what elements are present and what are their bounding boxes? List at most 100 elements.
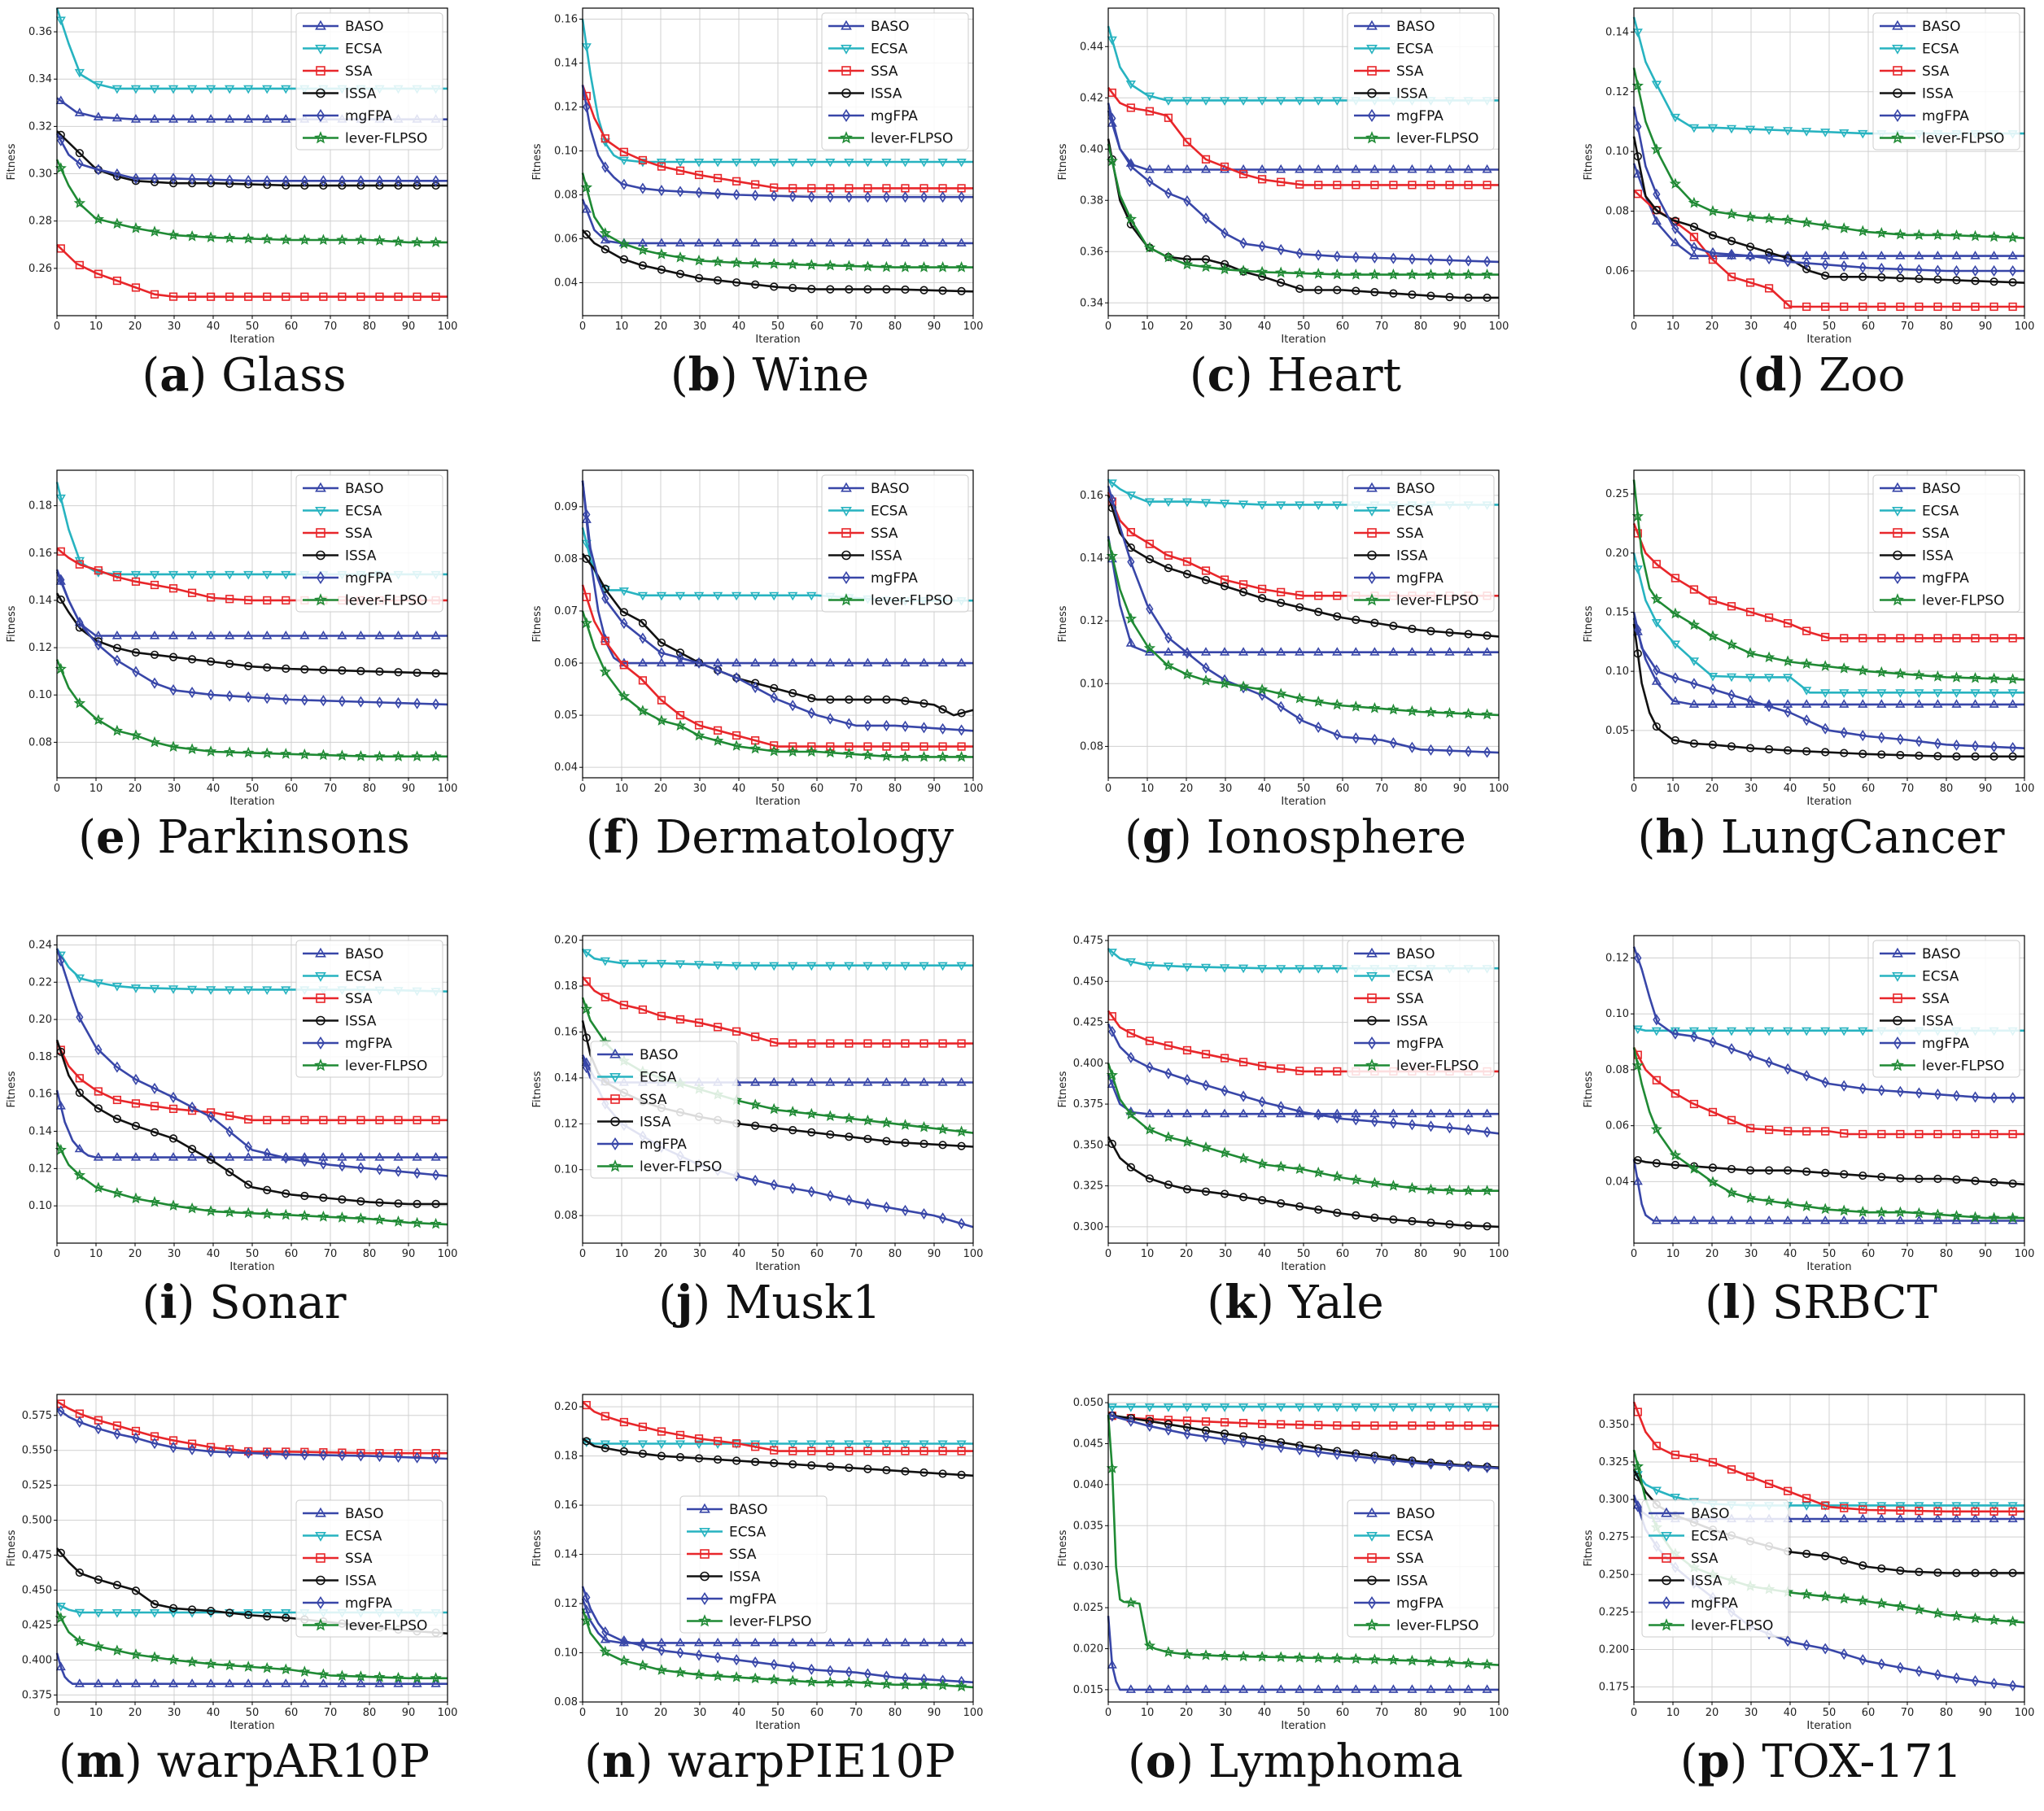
y-tick-label: 0.05 xyxy=(554,709,578,722)
legend-label-ECSA: ECSA xyxy=(1396,969,1434,985)
legend-marker-lever-FLPSO xyxy=(1365,1618,1378,1631)
data-point-BASO xyxy=(693,238,705,247)
data-point-ECSA xyxy=(1107,36,1117,46)
data-point-ECSA xyxy=(1895,689,1906,698)
data-point-SSA xyxy=(1483,181,1492,190)
legend-label-mgFPA: mgFPA xyxy=(1691,1595,1738,1612)
data-point-ECSA xyxy=(806,1440,817,1449)
data-point-ECSA xyxy=(750,591,761,601)
data-point-BASO xyxy=(299,630,310,639)
y-axis-label: Fitness xyxy=(1057,143,1069,180)
data-point-lever-FLPSO xyxy=(1406,268,1418,280)
x-tick-label: 80 xyxy=(363,783,377,795)
data-point-mgFPA xyxy=(169,684,177,696)
y-tick-label: 0.06 xyxy=(554,233,578,246)
data-point-ISSA xyxy=(1145,1174,1154,1183)
data-point-SSA xyxy=(1933,302,1942,312)
data-point-SSA xyxy=(394,292,403,301)
data-point-lever-FLPSO xyxy=(1143,241,1156,253)
legend-label-lever-FLPSO: lever-FLPSO xyxy=(871,131,953,147)
data-point-BASO xyxy=(55,1661,66,1671)
data-point-BASO xyxy=(93,1678,103,1687)
data-point-ECSA xyxy=(1276,965,1286,974)
y-axis-label: Fitness xyxy=(6,143,18,180)
data-point-BASO xyxy=(675,1637,686,1647)
data-point-ECSA xyxy=(1651,1027,1662,1036)
legend-marker-SSA xyxy=(1367,1553,1377,1563)
data-point-ISSA xyxy=(187,655,197,664)
data-point-SSA xyxy=(1689,1453,1699,1462)
y-tick-label: 0.10 xyxy=(554,1647,578,1660)
y-tick-label: 0.42 xyxy=(1080,92,1103,104)
data-point-lever-FLPSO xyxy=(862,1677,874,1688)
y-tick-label: 0.040 xyxy=(1073,1479,1103,1491)
data-point-ECSA xyxy=(919,1440,929,1449)
data-point-lever-FLPSO xyxy=(336,749,348,761)
data-point-SSA xyxy=(94,566,103,575)
legend-marker-BASO xyxy=(1366,1507,1378,1517)
data-point-BASO xyxy=(1219,164,1230,173)
data-point-mgFPA xyxy=(94,164,103,176)
data-point-ISSA xyxy=(244,1610,253,1620)
data-point-SSA xyxy=(1145,1036,1154,1045)
legend-marker-BASO xyxy=(1892,947,1903,958)
data-point-lever-FLPSO xyxy=(1425,1655,1437,1667)
x-tick-label: 90 xyxy=(402,321,416,333)
data-point-BASO xyxy=(1107,1660,1117,1669)
data-point-BASO xyxy=(1726,699,1737,708)
data-point-mgFPA xyxy=(1221,1084,1229,1097)
chart-panel-n: 0 10 20 30 40 50 60 70 80 90 1000.080.100.120.140.… xyxy=(531,1394,983,1788)
data-point-mgFPA xyxy=(300,1449,308,1461)
data-point-ISSA xyxy=(882,1137,891,1146)
data-point-ISSA xyxy=(938,1141,947,1150)
legend-label-SSA: SSA xyxy=(345,991,373,1007)
data-point-ISSA xyxy=(1277,1438,1286,1447)
data-point-ECSA xyxy=(1951,689,1962,698)
data-point-SSA xyxy=(751,180,760,189)
data-point-SSA xyxy=(1182,557,1192,566)
data-point-mgFPA xyxy=(695,657,703,669)
data-point-lever-FLPSO xyxy=(1162,659,1175,671)
legend-marker-BASO xyxy=(1661,1507,1672,1517)
caption-paren: ( xyxy=(586,811,604,864)
data-point-ECSA xyxy=(769,1440,780,1449)
data-point-BASO xyxy=(937,238,948,247)
data-point-ISSA xyxy=(112,172,122,181)
data-point-lever-FLPSO xyxy=(1631,79,1644,91)
data-point-SSA xyxy=(1389,1421,1398,1430)
data-point-SSA xyxy=(1952,634,1961,643)
data-point-mgFPA xyxy=(356,175,365,187)
legend-marker-lever-FLPSO xyxy=(1891,131,1904,144)
data-point-ECSA xyxy=(93,979,103,988)
data-point-lever-FLPSO xyxy=(937,750,949,762)
data-point-mgFPA xyxy=(356,1450,365,1462)
data-point-BASO xyxy=(281,631,291,639)
data-point-mgFPA xyxy=(1295,247,1304,260)
data-point-ECSA xyxy=(93,1609,103,1618)
data-point-SSA xyxy=(94,269,103,278)
data-point-BASO xyxy=(732,657,742,667)
data-point-ISSA xyxy=(1408,624,1417,634)
y-tick-label: 0.12 xyxy=(28,1163,52,1175)
data-point-lever-FLPSO xyxy=(129,1648,142,1660)
x-tick-label: 0 xyxy=(54,1707,60,1719)
data-point-BASO xyxy=(111,1678,123,1687)
data-point-ECSA xyxy=(1125,1403,1136,1412)
data-point-SSA xyxy=(1689,233,1699,242)
data-point-ECSA xyxy=(281,1609,291,1618)
data-point-mgFPA xyxy=(1746,695,1754,707)
data-point-mgFPA xyxy=(1727,689,1736,701)
series-line-lever-FLPSO xyxy=(1632,1047,2024,1220)
data-point-mgFPA xyxy=(169,1442,177,1454)
data-point-lever-FLPSO xyxy=(1857,225,1869,237)
x-tick-label: 90 xyxy=(928,1707,941,1719)
data-point-BASO xyxy=(1407,1108,1417,1118)
data-point-SSA xyxy=(938,742,947,751)
data-point-SSA xyxy=(1784,1127,1793,1136)
data-point-mgFPA xyxy=(1183,1428,1191,1440)
x-tick-label: 60 xyxy=(1336,783,1350,795)
data-point-SSA xyxy=(638,1422,648,1431)
data-point-BASO xyxy=(1257,1684,1268,1693)
series-line-SSA xyxy=(1632,1401,2024,1513)
data-point-ECSA xyxy=(1181,1403,1193,1412)
